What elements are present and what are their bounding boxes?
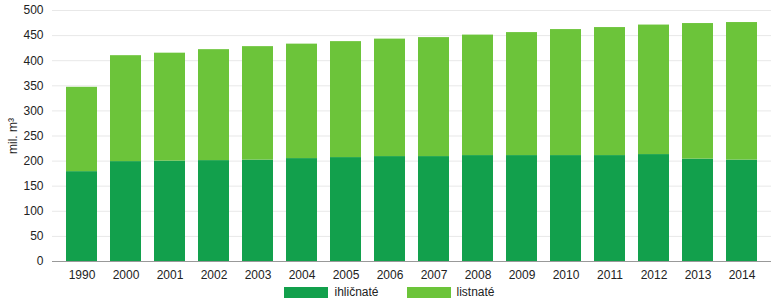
svg-text:300: 300 bbox=[23, 104, 43, 118]
svg-text:400: 400 bbox=[23, 54, 43, 68]
svg-text:50: 50 bbox=[30, 229, 44, 243]
svg-text:2007: 2007 bbox=[421, 268, 448, 282]
svg-text:2010: 2010 bbox=[553, 268, 580, 282]
svg-text:450: 450 bbox=[23, 28, 43, 42]
svg-text:2000: 2000 bbox=[113, 268, 140, 282]
svg-text:2008: 2008 bbox=[465, 268, 492, 282]
svg-text:2004: 2004 bbox=[289, 268, 316, 282]
svg-text:0: 0 bbox=[37, 254, 44, 268]
svg-text:2012: 2012 bbox=[641, 268, 668, 282]
html-text:listnaté: listnaté bbox=[456, 285, 495, 299]
svg-text:2011: 2011 bbox=[597, 268, 623, 282]
svg-text:2014: 2014 bbox=[729, 268, 756, 282]
svg-text:100: 100 bbox=[23, 204, 43, 218]
html-text:ihličnaté: ihličnaté bbox=[334, 285, 379, 299]
svg-text:200: 200 bbox=[23, 154, 43, 168]
svg-text:250: 250 bbox=[23, 129, 43, 143]
svg-text:2003: 2003 bbox=[245, 268, 272, 282]
svg-text:2001: 2001 bbox=[157, 268, 184, 282]
svg-text:2002: 2002 bbox=[201, 268, 228, 282]
svg-text:2006: 2006 bbox=[377, 268, 404, 282]
svg-text:mil. m³: mil. m³ bbox=[6, 118, 20, 154]
svg-text:150: 150 bbox=[23, 179, 43, 193]
svg-text:1990: 1990 bbox=[69, 268, 96, 282]
svg-text:500: 500 bbox=[23, 3, 43, 17]
svg-text:350: 350 bbox=[23, 79, 43, 93]
svg-text:2005: 2005 bbox=[333, 268, 360, 282]
svg-text:2013: 2013 bbox=[685, 268, 712, 282]
svg-text:2009: 2009 bbox=[509, 268, 536, 282]
